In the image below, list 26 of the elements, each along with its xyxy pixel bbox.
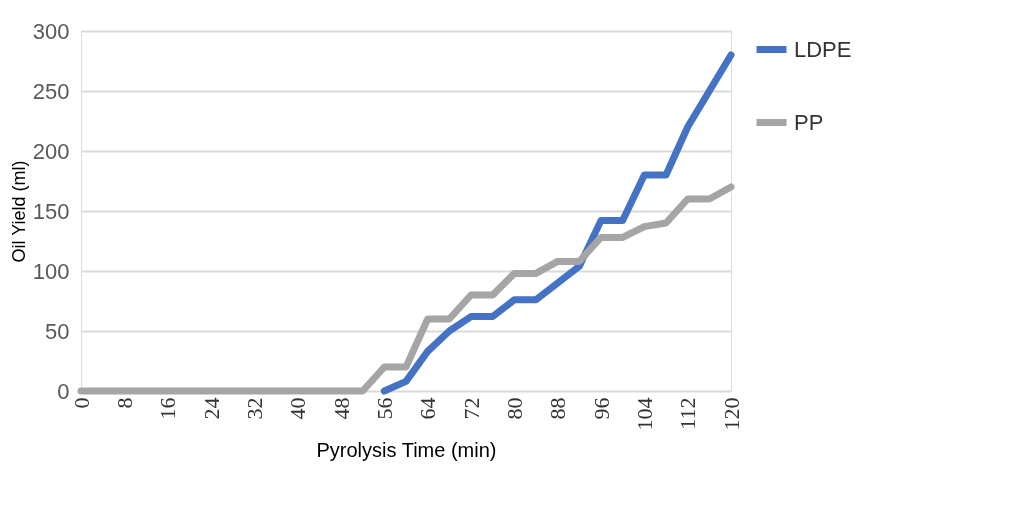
x-tick-label: 120 <box>718 397 744 431</box>
x-tick-label: 112 <box>675 397 701 430</box>
x-tick-label: 64 <box>415 397 441 420</box>
x-tick-label: 16 <box>155 397 181 420</box>
x-tick-label: 40 <box>285 397 311 420</box>
x-tick-label: 104 <box>631 397 657 431</box>
y-tick-label: 250 <box>32 78 70 104</box>
x-tick-label: 24 <box>198 397 224 420</box>
x-tick-label: 56 <box>371 397 397 420</box>
y-tick-label: 200 <box>32 138 70 164</box>
y-axis-title: Oil Yield (ml) <box>8 160 29 263</box>
legend-label: LDPE <box>794 36 852 62</box>
legend-label: PP <box>794 109 824 135</box>
x-tick-label: 88 <box>545 397 571 420</box>
x-tick-label: 96 <box>588 397 614 420</box>
x-tick-label: 80 <box>501 397 527 420</box>
x-tick-label: 48 <box>328 397 354 420</box>
y-tick-label: 150 <box>32 198 70 224</box>
y-tick-label: 50 <box>45 318 70 344</box>
x-tick-label: 8 <box>111 397 137 409</box>
x-tick-label: 72 <box>458 397 484 420</box>
x-tick-label: 0 <box>68 397 94 409</box>
y-tick-label: 300 <box>32 18 70 44</box>
x-tick-label: 32 <box>241 397 267 420</box>
y-tick-label: 100 <box>32 258 70 284</box>
x-axis-title: Pyrolysis Time (min) <box>316 438 497 461</box>
